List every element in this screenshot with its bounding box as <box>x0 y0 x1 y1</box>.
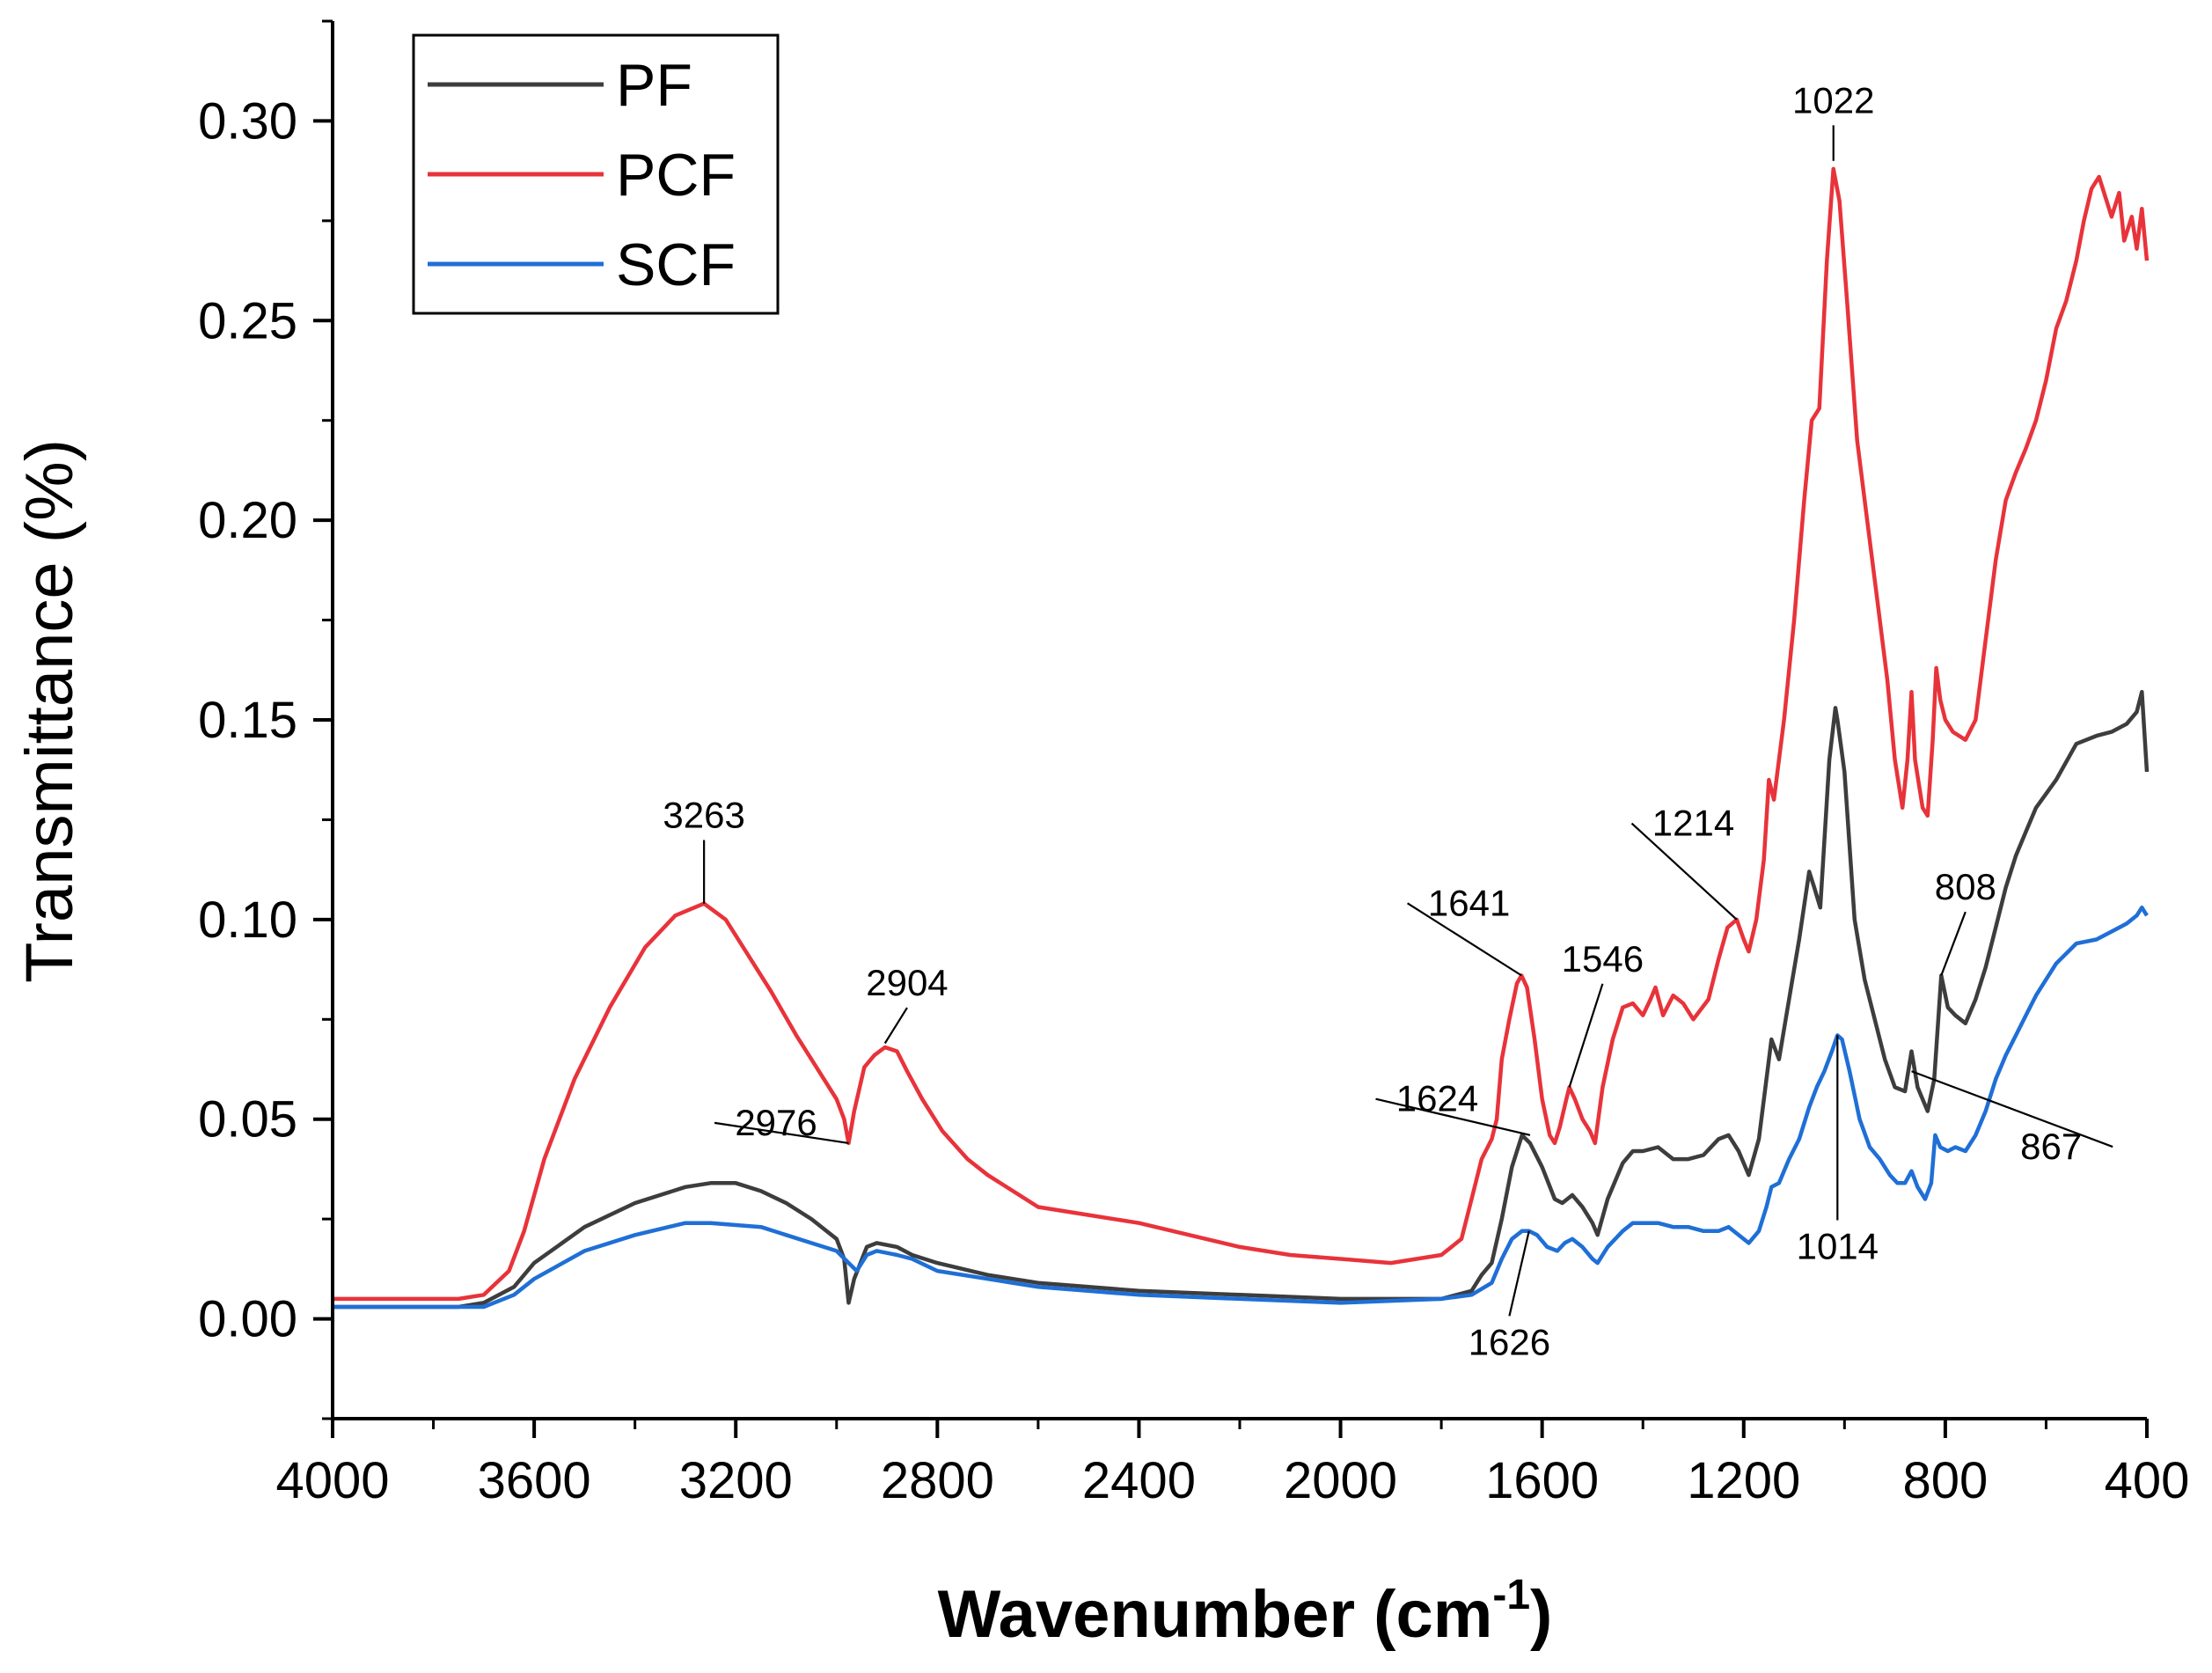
legend-label: PF <box>616 52 692 119</box>
annotation-867: 867 <box>1911 1070 2113 1167</box>
annotation-label: 1014 <box>1797 1226 1879 1267</box>
legend: PF PCF SCF <box>412 33 780 315</box>
annotation-label: 1624 <box>1396 1078 1478 1119</box>
y-tick-label: 0.00 <box>198 1291 297 1348</box>
y-tick-label: 0.20 <box>198 492 297 549</box>
x-tick-label: 3600 <box>478 1452 591 1509</box>
tick-labels: 4000 3600 3200 2800 2400 2000 1600 1200 800 400 0.… <box>198 92 2189 1509</box>
annotation-label: 2976 <box>735 1102 817 1143</box>
x-tick-label: 2000 <box>1284 1452 1397 1509</box>
x-tick-label: 800 <box>1902 1452 1988 1509</box>
annotation-leader <box>1630 822 1738 921</box>
y-axis-title: Transmittance (%) <box>12 439 87 983</box>
y-tick-label: 0.05 <box>198 1091 297 1148</box>
series-line-pf <box>333 689 2150 1310</box>
annotation-label: 1626 <box>1469 1321 1550 1362</box>
x-axis-title-superscript: -1 <box>1492 1572 1530 1618</box>
x-axis-title: Wavenumber (cm-1) <box>938 1572 1553 1652</box>
annotation-leader <box>714 1121 849 1145</box>
legend-item-scf: SCF <box>428 231 736 298</box>
annotation-leader <box>1568 983 1604 1088</box>
annotation-3263: 3263 <box>663 795 745 904</box>
annotation-1626: 1626 <box>1469 1230 1550 1362</box>
annotation-2976: 2976 <box>714 1102 849 1145</box>
y-tick-label: 0.10 <box>198 892 297 949</box>
annotation-leader <box>883 1007 908 1045</box>
y-tick-label: 0.30 <box>198 92 297 150</box>
annotation-1641: 1641 <box>1407 882 1522 977</box>
annotation-label: 2904 <box>866 962 948 1003</box>
y-tick-label: 0.15 <box>198 692 297 749</box>
annotation-1214: 1214 <box>1630 803 1738 921</box>
annotation-leader <box>1508 1230 1530 1317</box>
legend-item-pcf: PCF <box>428 142 736 209</box>
annotation-label: 1022 <box>1792 79 1874 121</box>
x-axis-title-main: Wavenumber (cm <box>938 1577 1493 1652</box>
x-tick-label: 1200 <box>1687 1452 1800 1509</box>
series-line-pcf <box>333 166 2150 1302</box>
annotation-leader <box>1940 911 1967 976</box>
annotation-leader <box>1375 1097 1531 1136</box>
axes <box>331 21 2147 1420</box>
legend-label: PCF <box>616 142 736 209</box>
annotation-label: 808 <box>1935 866 1996 907</box>
annotation-1022: 1022 <box>1792 79 1874 161</box>
x-tick-label: 3200 <box>679 1452 793 1509</box>
annotation-label: 3263 <box>663 795 744 836</box>
peak-annotations: 3263 2904 2976 1641 1546 1214 1022 1624 1626 1014… <box>663 79 2113 1362</box>
legend-item-pf: PF <box>428 52 692 119</box>
y-tick-label: 0.25 <box>198 292 297 349</box>
legend-label: SCF <box>616 231 736 298</box>
series-line-scf <box>333 905 2149 1310</box>
x-tick-label: 4000 <box>275 1452 389 1509</box>
annotation-808: 808 <box>1935 866 1996 976</box>
annotation-2904: 2904 <box>866 962 949 1045</box>
annotation-1546: 1546 <box>1562 938 1644 1088</box>
series-lines <box>333 166 2150 1310</box>
annotation-label: 1214 <box>1652 803 1734 844</box>
x-tick-label: 400 <box>2105 1452 2190 1509</box>
x-tick-label: 2800 <box>881 1452 994 1509</box>
annotation-label: 1641 <box>1428 882 1510 923</box>
annotation-label: 1546 <box>1562 938 1644 980</box>
x-axis-title-close: ) <box>1530 1577 1552 1652</box>
x-tick-label: 2400 <box>1082 1452 1196 1509</box>
x-tick-label: 1600 <box>1485 1452 1599 1509</box>
annotation-leader <box>1911 1070 2113 1148</box>
legend-items: PF PCF SCF <box>428 52 736 298</box>
annotation-label: 867 <box>2020 1126 2082 1167</box>
annotation-leader <box>1407 902 1522 977</box>
annotation-1624: 1624 <box>1375 1078 1531 1136</box>
annotation-1014: 1014 <box>1797 1035 1879 1267</box>
